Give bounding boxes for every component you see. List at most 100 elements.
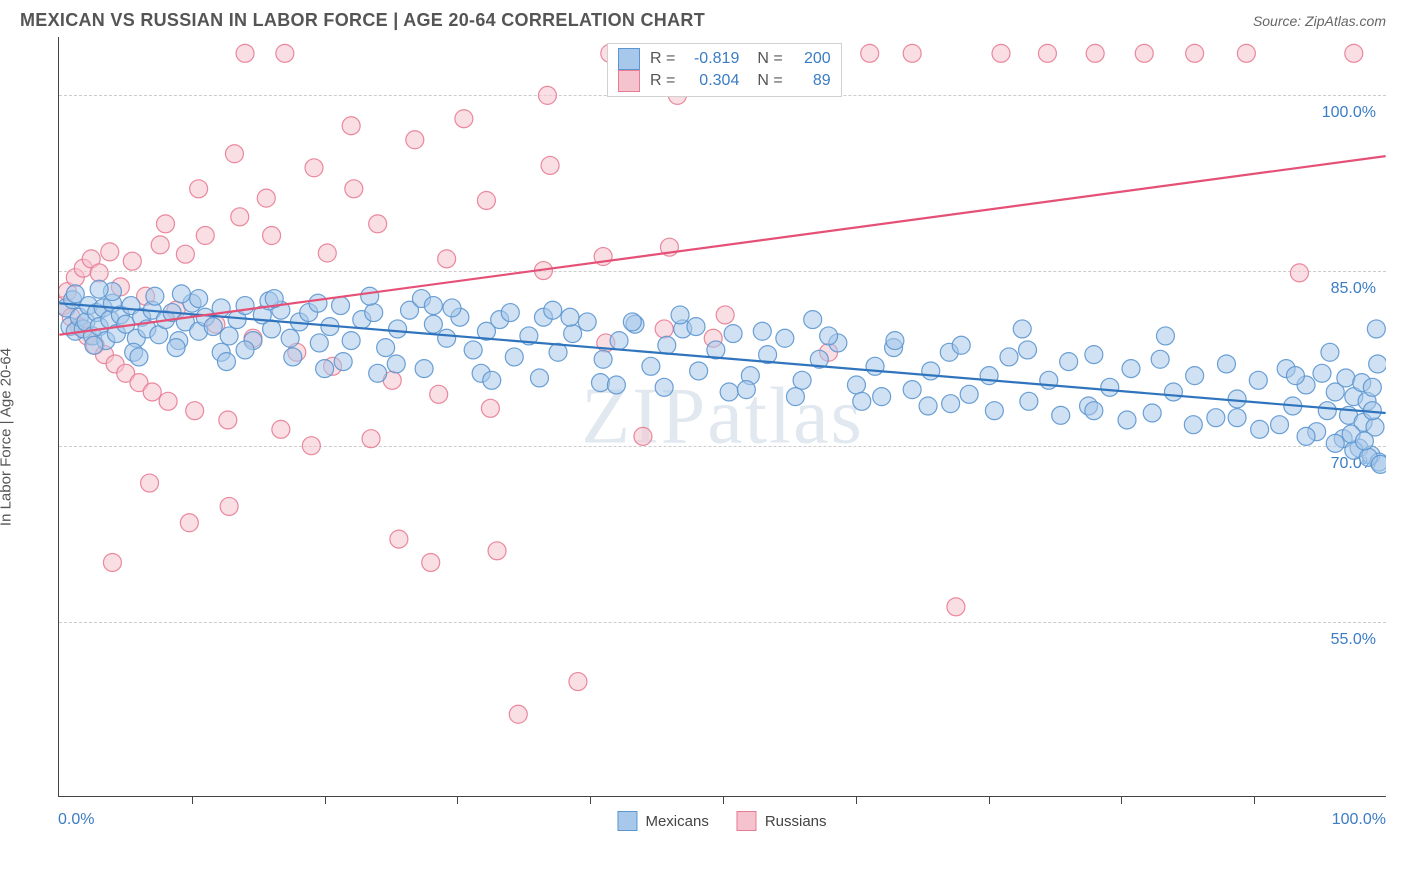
legend-label: Mexicans (645, 813, 708, 830)
legend-label: Russians (765, 813, 827, 830)
data-point (263, 320, 281, 338)
data-point (655, 378, 673, 396)
stat-n-value: 89 (791, 72, 831, 90)
data-point (146, 287, 164, 305)
data-point (481, 399, 499, 417)
data-point (671, 306, 689, 324)
data-point (1184, 416, 1202, 434)
plot-svg (59, 37, 1386, 796)
data-point (387, 355, 405, 373)
data-point (369, 215, 387, 233)
data-point (1318, 402, 1336, 420)
data-point (1313, 364, 1331, 382)
data-point (786, 388, 804, 406)
data-point (159, 392, 177, 410)
data-point (190, 290, 208, 308)
data-point (342, 332, 360, 350)
data-point (1164, 383, 1182, 401)
x-tick (989, 796, 990, 804)
data-point (488, 542, 506, 560)
data-point (716, 306, 734, 324)
data-point (1085, 346, 1103, 364)
data-point (1151, 350, 1169, 368)
data-point (578, 313, 596, 331)
data-point (737, 381, 755, 399)
x-axis-min-label: 0.0% (58, 811, 94, 829)
data-point (167, 339, 185, 357)
data-point (505, 348, 523, 366)
data-point (430, 385, 448, 403)
legend-item: Mexicans (617, 811, 708, 831)
data-point (390, 530, 408, 548)
data-point (424, 297, 442, 315)
chart-container: In Labor Force | Age 20-64 ZIPatlas R =-… (20, 37, 1386, 837)
data-point (455, 110, 473, 128)
data-point (369, 364, 387, 382)
data-point (406, 131, 424, 149)
data-point (1118, 411, 1136, 429)
data-point (123, 252, 141, 270)
x-axis-max-label: 100.0% (1332, 811, 1386, 829)
data-point (263, 227, 281, 245)
data-point (724, 325, 742, 343)
data-point (180, 514, 198, 532)
data-point (231, 208, 249, 226)
data-point (334, 353, 352, 371)
data-point (225, 145, 243, 163)
data-point (1101, 378, 1119, 396)
data-point (345, 180, 363, 198)
data-point (219, 411, 237, 429)
legend-swatch-icon (737, 811, 757, 831)
x-tick (325, 796, 326, 804)
data-point (1369, 355, 1386, 373)
data-point (886, 332, 904, 350)
legend-swatch-icon (618, 48, 640, 70)
data-point (1371, 455, 1386, 473)
data-point (1251, 420, 1269, 438)
data-point (1228, 409, 1246, 427)
data-point (156, 215, 174, 233)
chart-title: MEXICAN VS RUSSIAN IN LABOR FORCE | AGE … (20, 10, 705, 31)
data-point (655, 320, 673, 338)
legend-swatch-icon (618, 70, 640, 92)
data-point (866, 357, 884, 375)
data-point (318, 244, 336, 262)
data-point (1038, 44, 1056, 62)
data-point (873, 388, 891, 406)
data-point (309, 294, 327, 312)
data-point (236, 297, 254, 315)
data-point (947, 598, 965, 616)
data-point (1186, 367, 1204, 385)
data-point (820, 327, 838, 345)
data-point (985, 402, 1003, 420)
data-point (443, 299, 461, 317)
x-tick (590, 796, 591, 804)
data-point (141, 474, 159, 492)
data-point (903, 44, 921, 62)
data-point (623, 313, 641, 331)
data-point (176, 245, 194, 263)
data-point (1013, 320, 1031, 338)
data-point (594, 350, 612, 368)
data-point (365, 304, 383, 322)
x-tick (723, 796, 724, 804)
data-point (501, 304, 519, 322)
x-tick (856, 796, 857, 804)
data-point (1297, 427, 1315, 445)
data-point (305, 159, 323, 177)
data-point (1207, 409, 1225, 427)
data-point (1367, 320, 1385, 338)
data-point (438, 329, 456, 347)
stats-row: R =-0.819N =200 (618, 48, 831, 70)
data-point (236, 341, 254, 359)
data-point (658, 336, 676, 354)
data-point (541, 156, 559, 174)
data-point (903, 381, 921, 399)
data-point (196, 227, 214, 245)
data-point (1321, 343, 1339, 361)
data-point (1135, 44, 1153, 62)
data-point (415, 360, 433, 378)
data-point (1060, 353, 1078, 371)
series-legend: Mexicans Russians (617, 811, 826, 831)
data-point (1271, 416, 1289, 434)
